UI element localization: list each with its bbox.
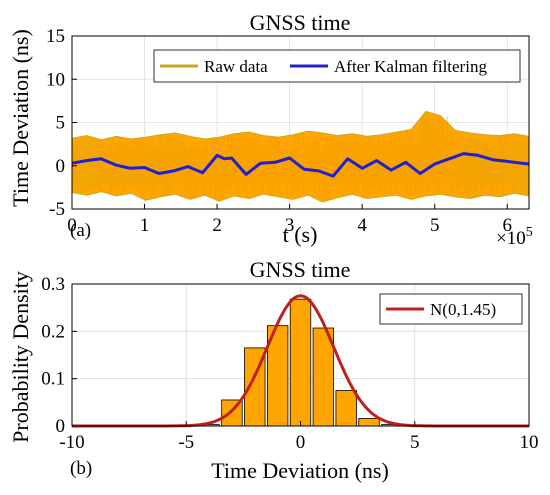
panel-a-xtick-label: 6 <box>502 215 512 236</box>
panel-b-ylabel: Probability Density <box>8 271 33 443</box>
panel-b-label: (b) <box>70 458 92 479</box>
panel-a-ylabel: Time Deviation (ns) <box>8 29 33 207</box>
panel-a-ytick-label: 5 <box>56 113 66 134</box>
panel-a-label: (a) <box>70 220 91 241</box>
panel-b-ytick-label: 0.3 <box>41 274 65 295</box>
panel-b-xlabel: Time Deviation (ns) <box>211 458 389 483</box>
panel-a-xtick-label: 2 <box>212 215 222 236</box>
panel-a-title: GNSS time <box>250 10 351 35</box>
panel-a-ytick-label: -5 <box>49 199 65 220</box>
panel-a-ytick-label: 10 <box>46 69 65 90</box>
histogram-bars <box>198 298 403 427</box>
legend-normal-label: N(0,1.45) <box>430 300 496 319</box>
panel-b-xtick-label: 10 <box>520 432 539 453</box>
panel-a-legend-box <box>153 49 521 83</box>
panel-b-ticks: -10 -5 0 5 10 0 0.1 0.2 0.3 <box>41 274 538 453</box>
panel-a-xtick-label: 4 <box>357 215 367 236</box>
histogram-bar <box>289 298 312 427</box>
kalman-series <box>71 152 530 178</box>
legend-raw-label: Raw data <box>204 57 268 76</box>
panel-b-ytick-label: 0.1 <box>41 369 65 390</box>
panel-b-xtick-label: 5 <box>410 432 420 453</box>
panel-a-x-exponent: ×105 <box>496 225 533 249</box>
panel-b-title: GNSS time <box>250 257 351 282</box>
panel-b-ytick-label: 0 <box>56 416 66 437</box>
panel-a-xtick-label: 0 <box>67 215 77 236</box>
kalman-line <box>71 152 530 178</box>
panel-a-xlabel: t (s) <box>283 222 318 247</box>
panel-b-legend: N(0,1.45) <box>379 293 523 325</box>
panel-a-ytick-label: 15 <box>46 26 65 47</box>
raw-data-band <box>71 110 530 203</box>
panel-a-legend: Raw data After Kalman filtering <box>153 49 521 83</box>
panel-b-xtick-label: -5 <box>178 432 194 453</box>
panel-a-xtick-label: 3 <box>285 215 295 236</box>
panel-b-ytick-label: 0.2 <box>41 321 65 342</box>
legend-kalman-label: After Kalman filtering <box>334 57 487 76</box>
histogram-bar <box>335 390 357 427</box>
panel-b-xtick-label: -10 <box>59 432 84 453</box>
panel-a-xtick-label: 5 <box>430 215 440 236</box>
panel-a-xtick-label: 1 <box>140 215 150 236</box>
histogram-bar <box>358 418 380 427</box>
panel-a-ytick-label: 0 <box>56 156 66 177</box>
raw-data-series <box>71 110 530 203</box>
panel-b-xtick-label: 0 <box>296 432 306 453</box>
